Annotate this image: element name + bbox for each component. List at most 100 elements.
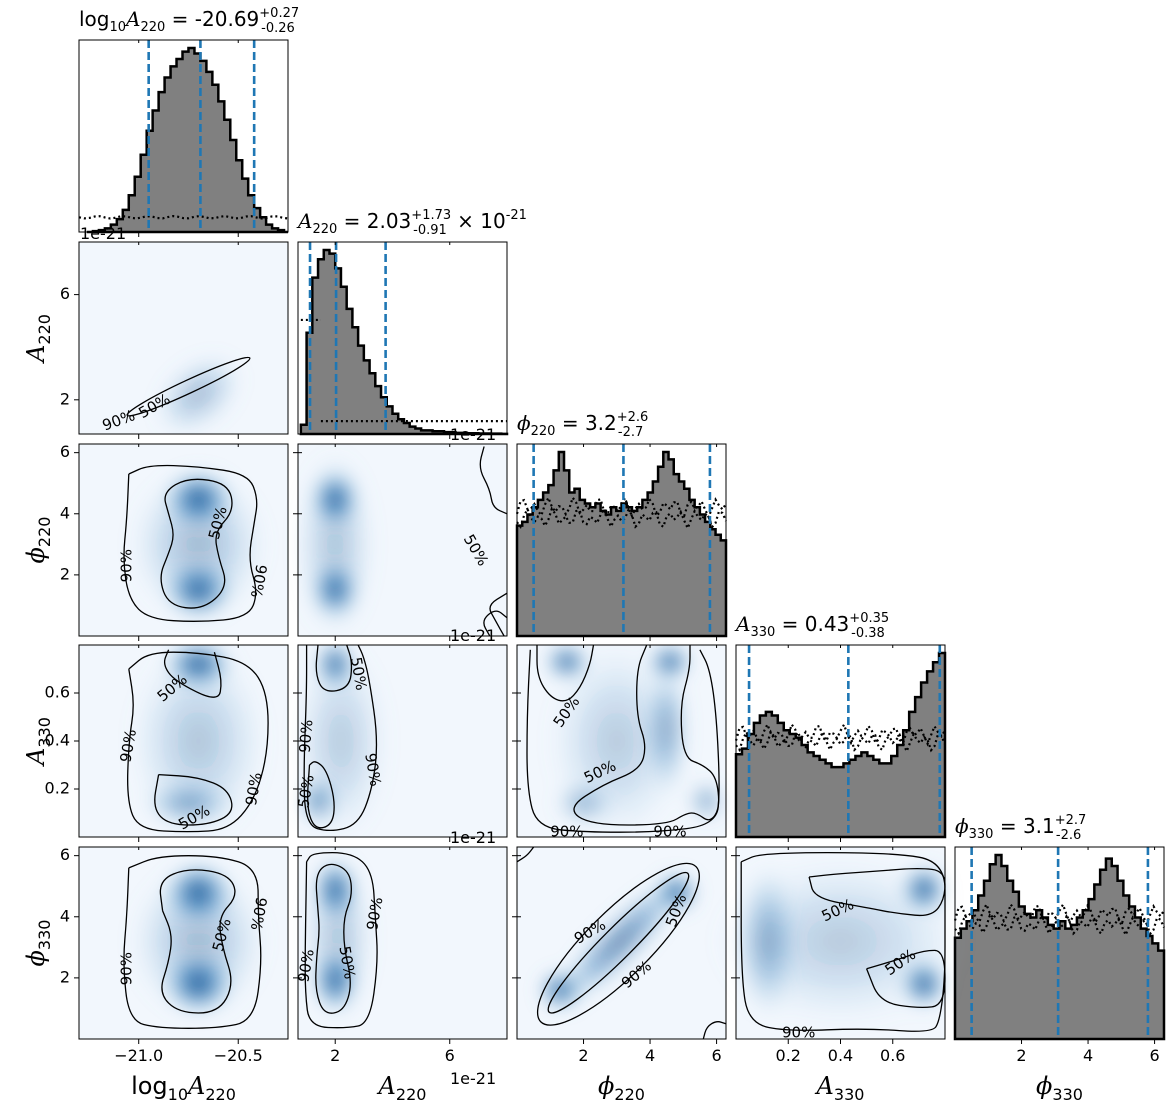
label-sub: 220 <box>205 1085 236 1104</box>
density-blob <box>154 353 243 434</box>
title-subscript: 220 <box>312 222 337 237</box>
x-axis-label-phi330: ϕ330 <box>1036 1072 1083 1104</box>
y-tick-label-phi220: 2 <box>60 564 70 583</box>
title-median: = 0.43 <box>775 612 849 636</box>
x-tick-label-A330: 0.4 <box>828 1046 853 1065</box>
contour-line <box>315 863 352 1014</box>
density-panel-logA220-A330: 50%90%90%50% <box>79 645 288 837</box>
contour-line <box>127 651 269 833</box>
y-tick-label-phi330: 4 <box>60 906 70 925</box>
y-tick-label-A330: 0.2 <box>45 779 70 798</box>
label-symbol: ϕ <box>22 547 50 563</box>
x-tick-label-phi330: 6 <box>1149 1046 1159 1065</box>
label-symbol: A <box>815 1072 834 1100</box>
title-suffix: × 10 <box>451 209 506 233</box>
offset-label: 1e-21 <box>80 224 126 243</box>
density-panel-logA220-phi220: 90%50%90% <box>79 444 288 636</box>
x-tick-label-phi220: 6 <box>711 1046 721 1065</box>
label-symbol: A <box>377 1072 396 1100</box>
label-sub: 330 <box>35 717 54 748</box>
hist-frame-A220 <box>297 241 508 435</box>
density-panel-phi220-phi330: 90%50%90% <box>516 847 727 1039</box>
title-plus: +0.27 <box>259 6 299 21</box>
offset-label: 1e-21 <box>450 828 496 847</box>
histogram-A330 <box>734 651 947 839</box>
density-blobs <box>154 353 243 434</box>
contour-line <box>808 868 946 917</box>
x-tick-label-A220: 6 <box>445 1046 455 1065</box>
label-symbol: ϕ <box>598 1072 614 1100</box>
title-symbol: ϕ <box>955 814 969 838</box>
density-panel-phi220-A330: 50%50%90% 90% <box>517 645 726 841</box>
title-minus: -0.91 <box>413 223 447 238</box>
panel-title-phi330: ϕ330 = 3.1+2.7 -2.6 <box>955 813 1086 843</box>
prior-line-phi330 <box>953 901 1165 927</box>
label-sub: 220 <box>35 314 54 345</box>
prior-line-phi220 <box>516 506 728 532</box>
x-tick-label-logA220: −20.5 <box>214 1046 263 1065</box>
contour-label: 90% <box>247 896 271 932</box>
y-axis-label-A220: A220 <box>22 314 54 364</box>
label-sub: 330 <box>1052 1085 1083 1104</box>
offset-label: 1e-21 <box>450 1069 496 1088</box>
density-frame-logA220-phi220 <box>78 443 289 637</box>
density-blobs <box>712 855 969 1027</box>
density-blobs <box>545 645 726 837</box>
density-panel-logA220-A220: 90%50% <box>79 242 288 434</box>
title-median: = -20.69 <box>165 7 259 31</box>
contour-line <box>489 592 508 636</box>
contour-label: 90% <box>550 823 583 841</box>
y-tick-label-phi220: 6 <box>60 442 70 461</box>
title-minus: -2.7 <box>618 425 643 440</box>
contour-line <box>160 478 233 609</box>
contour-line <box>516 847 535 863</box>
contour-line <box>303 645 378 832</box>
density-frame-A220-phi220 <box>297 443 508 637</box>
label-base: log <box>131 1072 168 1100</box>
title-minus: -0.38 <box>851 626 885 641</box>
density-blobs <box>295 450 376 636</box>
label-symbol: A <box>22 345 50 364</box>
label-sub: 330 <box>35 920 54 951</box>
histogram-logA220 <box>86 46 288 234</box>
contour-line <box>123 464 258 622</box>
title-median: = 3.2 <box>555 411 616 435</box>
y-tick-label-A330: 0.4 <box>45 731 70 750</box>
density-blob <box>687 780 726 822</box>
density-blob <box>128 467 269 622</box>
contour-line <box>536 862 700 1026</box>
x-axis-label-A220: A220 <box>377 1072 427 1104</box>
contour-label: 50% <box>347 656 371 692</box>
histogram-phi330 <box>953 853 1166 1041</box>
contour-line <box>304 851 378 1029</box>
title-symbol: A <box>734 612 750 636</box>
y-axis-label-phi330: ϕ330 <box>22 920 54 967</box>
title-subscript: 330 <box>750 625 775 640</box>
x-axis-label-phi220: ϕ220 <box>598 1072 645 1104</box>
y-tick-label-phi220: 4 <box>60 503 70 522</box>
contour-line <box>865 949 946 1009</box>
title-minus: -2.6 <box>1056 828 1081 843</box>
title-plus: +2.6 <box>617 410 649 425</box>
y-tick-label-phi330: 2 <box>60 967 70 986</box>
x-tick-label-A330: 0.6 <box>880 1046 905 1065</box>
x-tick-label-phi220: 4 <box>645 1046 655 1065</box>
contour-line <box>307 761 335 829</box>
label-sub: 220 <box>396 1085 427 1104</box>
title-symbol: A <box>124 7 140 31</box>
density-blob <box>128 864 269 1019</box>
title-suffix-exp: -21 <box>506 208 527 223</box>
title-text: log <box>79 7 110 31</box>
contour-label: 90% <box>363 896 387 932</box>
density-blobs <box>128 467 269 622</box>
density-blob <box>292 645 390 837</box>
title-minus: -0.26 <box>261 21 295 36</box>
y-axis-label-A330: A330 <box>22 717 54 767</box>
label-base-sub: 10 <box>168 1085 188 1104</box>
prior-line-logA220 <box>78 214 289 220</box>
density-blob <box>552 873 689 1010</box>
contour-line <box>573 645 720 826</box>
density-blob <box>302 852 375 1024</box>
label-symbol: ϕ <box>22 950 50 966</box>
